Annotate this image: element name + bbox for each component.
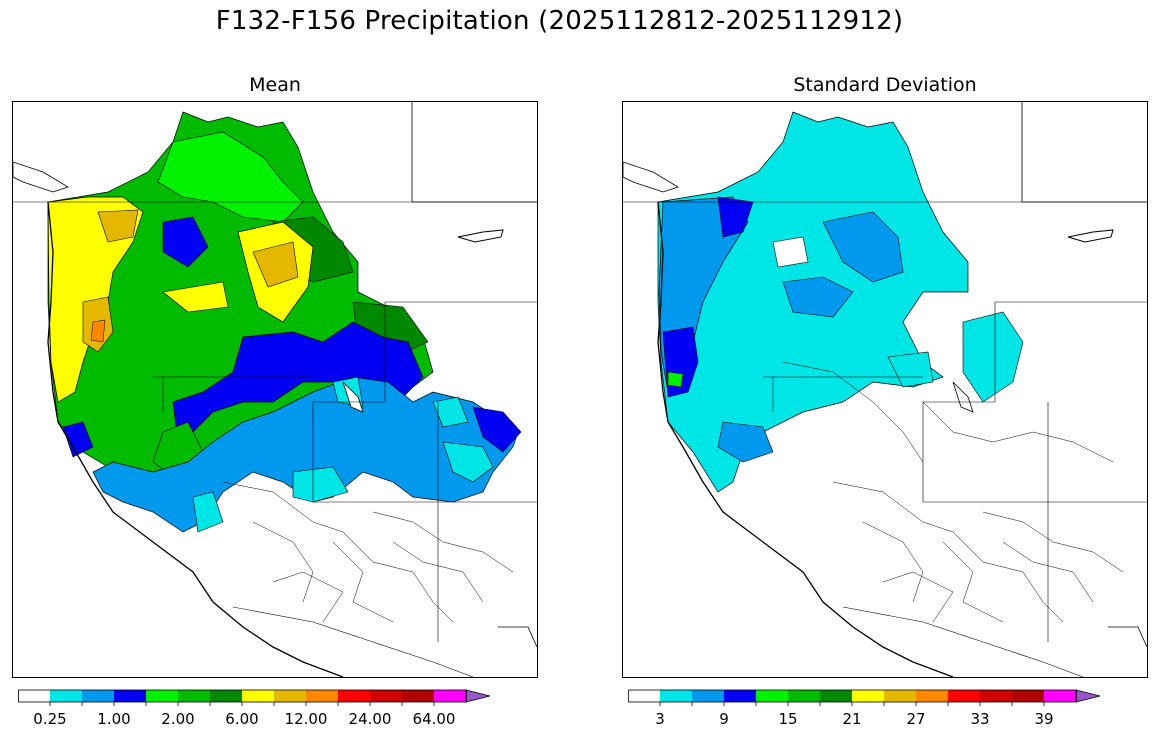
mean-boundaries <box>13 102 537 677</box>
colorbar-tick-label: 9 <box>719 710 729 728</box>
colorbar-segment <box>370 690 402 702</box>
colorbar-segment <box>402 690 434 702</box>
mean-basins <box>13 111 522 533</box>
colorbar-segment <box>724 690 756 702</box>
sd-outlines <box>782 361 1124 623</box>
sd-basins <box>623 111 1114 493</box>
colorbar-segment <box>146 690 178 702</box>
colorbar-tick-label: 3 <box>655 710 665 728</box>
colorbar-tick-label: 6.00 <box>225 710 259 728</box>
colorbar-tick-label: 39 <box>1034 710 1054 728</box>
colorbar-segment <box>820 690 852 702</box>
colorbar-segment <box>178 690 210 702</box>
colorbar-tick-label: 27 <box>906 710 926 728</box>
sd-map-canvas <box>623 102 1147 677</box>
colorbar-segment <box>916 690 948 702</box>
colorbar-extend-arrow <box>1075 689 1101 703</box>
colorbar-tick-label: 21 <box>842 710 862 728</box>
colorbar-tick-label: 1.00 <box>97 710 131 728</box>
colorbar-segment <box>756 690 788 702</box>
colorbar-tick-label: 0.25 <box>33 710 67 728</box>
colorbar-segment <box>1012 690 1044 702</box>
mean-map-canvas <box>13 102 537 677</box>
colorbar-segment <box>884 690 916 702</box>
colorbar-segment <box>274 690 306 702</box>
colorbar-segment <box>50 690 82 702</box>
colorbar-tick-label: 64.00 <box>412 710 456 728</box>
colorbar-segment <box>82 690 114 702</box>
colorbar-segment <box>210 690 242 702</box>
colorbar-segment <box>242 690 274 702</box>
colorbar-tick-label: 2.00 <box>161 710 195 728</box>
figure-title: F132-F156 Precipitation (2025112812-2025… <box>215 6 904 36</box>
colorbar-segment <box>434 690 466 702</box>
colorbar-segment <box>852 690 884 702</box>
mean-panel-title: Mean <box>249 74 301 96</box>
colorbar-segment <box>18 690 50 702</box>
colorbar-tick-label: 12.00 <box>284 710 328 728</box>
colorbar-segment <box>980 690 1012 702</box>
colorbar-tick-label: 15 <box>778 710 798 728</box>
sd-map <box>622 101 1148 678</box>
colorbar-segment <box>628 690 660 702</box>
sd-panel-title: Standard Deviation <box>793 74 977 96</box>
mean-colorbar <box>18 689 491 706</box>
colorbar-tick-label: 24.00 <box>348 710 392 728</box>
mean-southwest-outlines <box>222 481 514 623</box>
colorbar-segment <box>948 690 980 702</box>
colorbar-segment <box>1044 690 1076 702</box>
colorbar-segment <box>660 690 692 702</box>
colorbar-segment <box>788 690 820 702</box>
colorbar-extend-arrow <box>465 689 491 703</box>
colorbar-border <box>628 689 1077 703</box>
colorbar-segment <box>306 690 338 702</box>
colorbar-tick-label: 33 <box>970 710 990 728</box>
colorbar-segment <box>114 690 146 702</box>
colorbar-segment <box>338 690 370 702</box>
mean-map <box>12 101 538 678</box>
colorbar-border <box>18 689 467 703</box>
colorbar-segment <box>692 690 724 702</box>
sd-colorbar <box>628 689 1101 706</box>
